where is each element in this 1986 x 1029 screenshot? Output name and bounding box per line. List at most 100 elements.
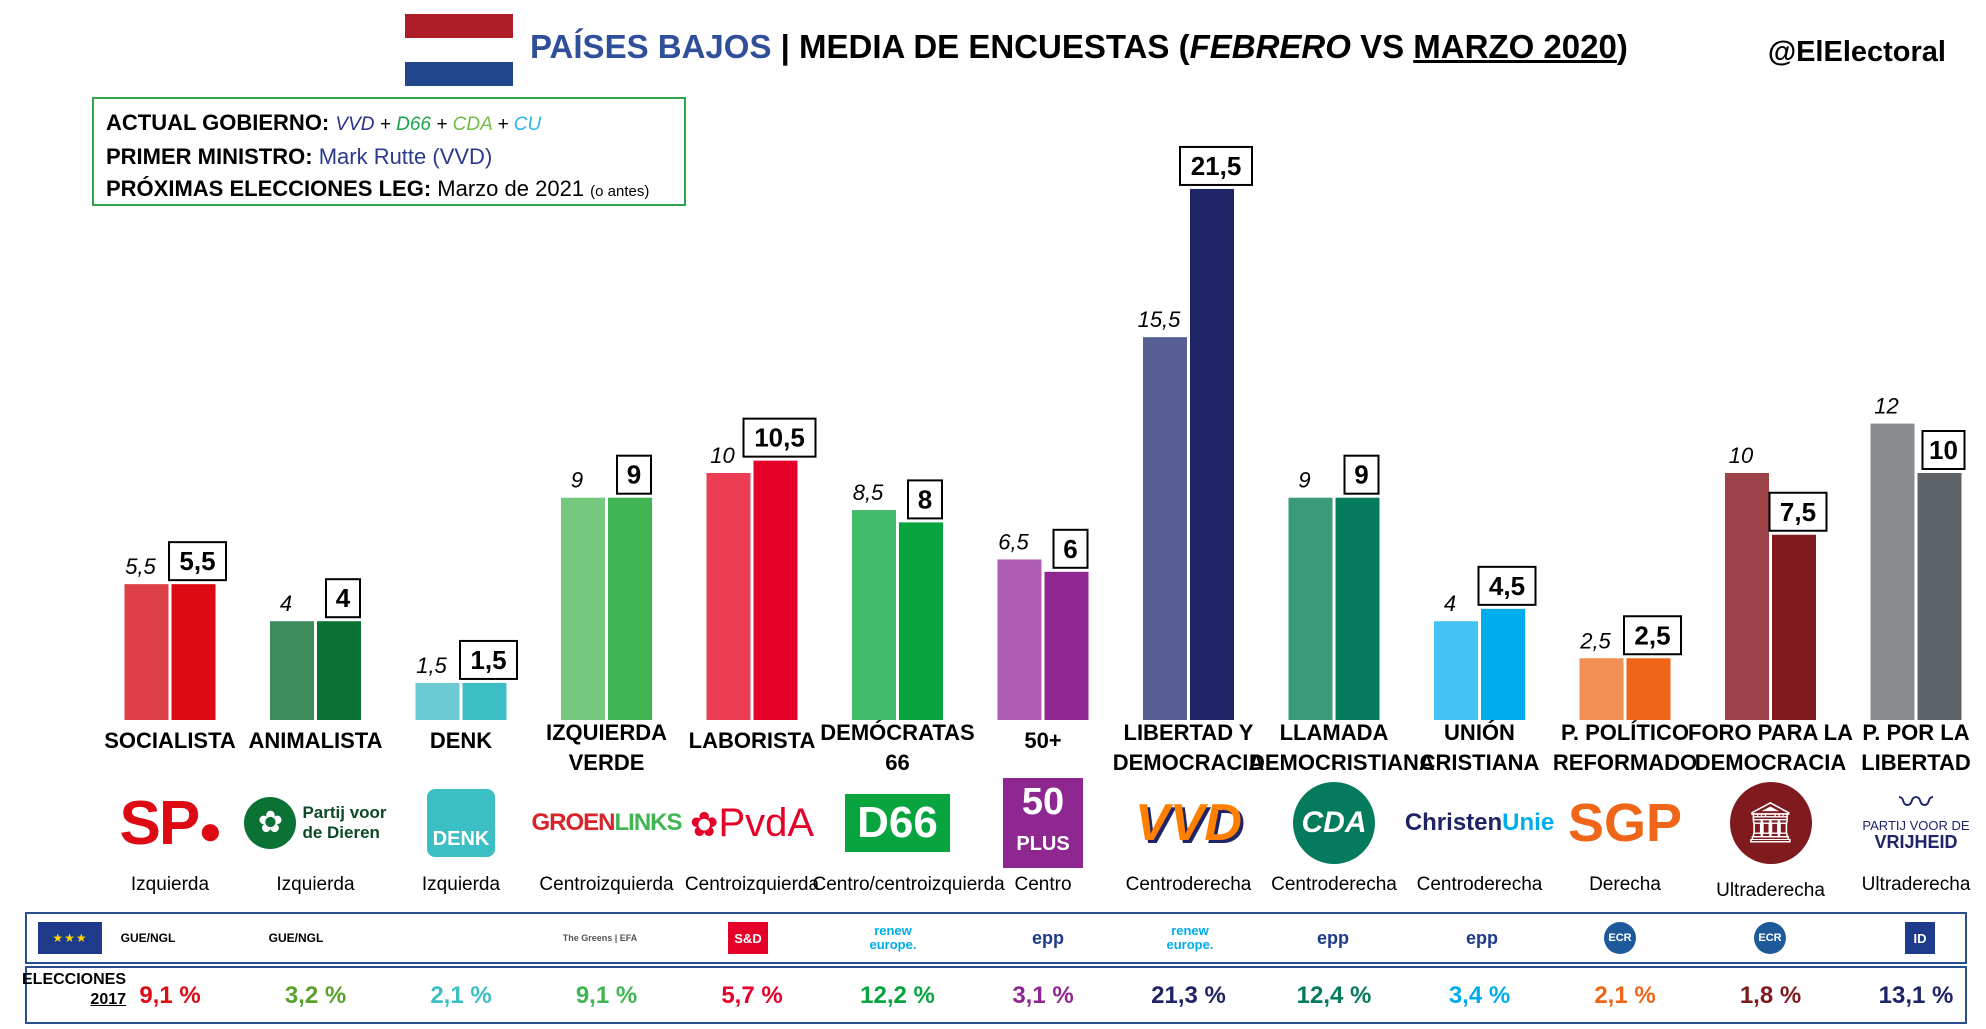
party-name-line: ANIMALISTA <box>248 728 383 753</box>
eu-group-label: ECR <box>1754 922 1786 954</box>
next-elections-label: PRÓXIMAS ELECCIONES LEG: <box>106 176 432 201</box>
bar-march <box>899 522 943 720</box>
data-label-march: 7,5 <box>1780 497 1816 527</box>
ecr-logo: ECR <box>1580 922 1660 954</box>
bar-march <box>608 497 652 720</box>
data-label-march: 5,5 <box>179 546 215 576</box>
party-name-line: UNIÓN <box>1444 720 1515 745</box>
data-label-february: 8,5 <box>853 480 884 505</box>
election-2017-result: 12,4 % <box>1296 982 1372 1009</box>
data-label-february: 6,5 <box>998 529 1029 554</box>
bar-february <box>270 621 314 720</box>
sd-logo: S&D <box>708 922 788 954</box>
bar-march <box>1772 534 1816 720</box>
bar-march <box>171 584 216 720</box>
title-march: MARZO 2020 <box>1413 28 1617 65</box>
bar-march <box>1044 571 1089 720</box>
data-label-box-march <box>1052 528 1089 569</box>
party-name: DENK <box>376 726 546 756</box>
election-2017-result: 13,1 % <box>1878 982 1954 1009</box>
data-label-february: 1,5 <box>416 653 447 678</box>
bar-march <box>1190 188 1234 720</box>
party-ideology: Centro <box>1014 874 1072 895</box>
bar-february <box>1579 658 1624 720</box>
data-label-box-march <box>459 639 518 680</box>
data-label-box-march <box>325 578 361 619</box>
party-name: ANIMALISTA <box>231 726 401 756</box>
bar-march <box>1335 497 1380 720</box>
greens-efa-logo: The Greens | EFA <box>560 922 640 954</box>
data-label-february: 5,5 <box>125 554 156 579</box>
party-ideology: Centroderecha <box>1416 874 1543 895</box>
party-ideology: Ultraderecha <box>1861 874 1971 895</box>
title-separator: | MEDIA DE ENCUESTAS ( <box>771 28 1190 65</box>
party-name-line: DEMOCRISTIANA <box>1249 750 1435 775</box>
eu-groups-row <box>25 912 1967 964</box>
data-label-february: 4 <box>1444 591 1456 616</box>
data-label-box-march <box>1343 454 1380 495</box>
poll-bar-chart: 5,5 5,5 4 4 1,5 1,5 9 9 10 10,5 8,5 8 6,5 6 15,5 21,5 9 9… <box>124 145 1966 720</box>
fvd-logo: 🏛 <box>1696 778 1846 868</box>
pvv-logo: 〰 PARTIJ VOOR DE VRIJHEID <box>1862 783 1970 852</box>
eu-group-label: epp <box>1031 927 1064 948</box>
data-label-february: 9 <box>571 468 583 493</box>
bar-february <box>1870 423 1915 720</box>
data-label-march: 9 <box>1354 460 1368 490</box>
twitter-handle: @ElElectoral <box>1767 36 1946 68</box>
title-close: ) <box>1616 28 1628 65</box>
party-name: LLAMADA DEMOCRISTIANA <box>1249 718 1435 778</box>
renew-logo: renew europe. <box>1150 922 1230 954</box>
bar-march <box>317 621 361 720</box>
bar-february <box>852 510 896 720</box>
election-2017-result: 3,4 % <box>1448 982 1511 1009</box>
epp-logo: epp <box>1293 922 1373 954</box>
next-elections-line: PRÓXIMAS ELECCIONES LEG: Marzo de 2021 (… <box>106 173 672 208</box>
data-label-box-march <box>616 454 652 495</box>
pvdd-logo: ✿ Partij voor de Dieren <box>241 778 391 868</box>
party-name: SOCIALISTA <box>85 726 255 756</box>
epp-logo: epp <box>1442 922 1522 954</box>
next-elections-value: Marzo de 2021 <box>437 176 585 201</box>
gue-ngl-logo: GUE/NGL <box>108 922 188 954</box>
party-name: FORO PARA LA DEMOCRACIA <box>1686 718 1856 778</box>
party-ideology: Izquierda <box>130 874 210 895</box>
data-label-february: 12 <box>1874 394 1898 419</box>
prime-minister-label: PRIMER MINISTRO: <box>106 144 313 169</box>
denk-logo: DENK <box>386 778 536 868</box>
data-label-box-march <box>1477 565 1537 606</box>
eu-group-label: epp <box>1316 927 1349 948</box>
government-party-6: CU <box>513 114 542 135</box>
election-2017-result: 9,1 % <box>575 982 638 1009</box>
title-country: PAÍSES BAJOS <box>530 28 772 65</box>
bar-february <box>415 682 460 720</box>
data-label-february: 10 <box>1729 443 1754 468</box>
data-label-march: 1,5 <box>470 645 506 675</box>
party-name-line: CRISTIANA <box>1419 750 1540 775</box>
party-name: 50+ <box>958 726 1128 756</box>
bar-march <box>1917 473 1962 720</box>
data-label-march: 8 <box>918 484 932 514</box>
eu-group-label: GUE/NGL <box>268 931 324 945</box>
epp-logo: epp <box>1008 922 1088 954</box>
party-ideology: Centro/centroizquierda <box>812 874 1005 895</box>
netherlands-flag <box>405 14 513 86</box>
party-ideology: Centroderecha <box>1125 874 1252 895</box>
renew-logo: renew europe. <box>853 922 933 954</box>
eu-group-label: GUE/NGL <box>120 931 176 945</box>
bar-february <box>1288 497 1333 720</box>
party-ideology: Ultraderecha <box>1716 880 1825 901</box>
id-logo: ID <box>1880 922 1960 954</box>
prime-minister-value: Mark Rutte (VVD) <box>318 144 493 169</box>
party-ideology: Centroizquierda <box>539 874 674 895</box>
flag-stripe-blue <box>405 62 513 86</box>
party-name-line: IZQUIERDA <box>546 720 667 745</box>
election-2017-result: 21,3 % <box>1151 982 1226 1009</box>
next-elections-note: (o antes) <box>590 183 650 200</box>
government-party-3: + <box>430 114 453 135</box>
data-label-box-march <box>1921 430 1966 470</box>
elections-label-1: ELECCIONES <box>22 971 127 988</box>
party-name: DEMÓCRATAS 66 <box>813 718 983 778</box>
data-label-march: 6 <box>1063 534 1077 564</box>
elections-2017-row <box>25 966 1967 1024</box>
party-ideology: Centroderecha <box>1271 874 1397 895</box>
